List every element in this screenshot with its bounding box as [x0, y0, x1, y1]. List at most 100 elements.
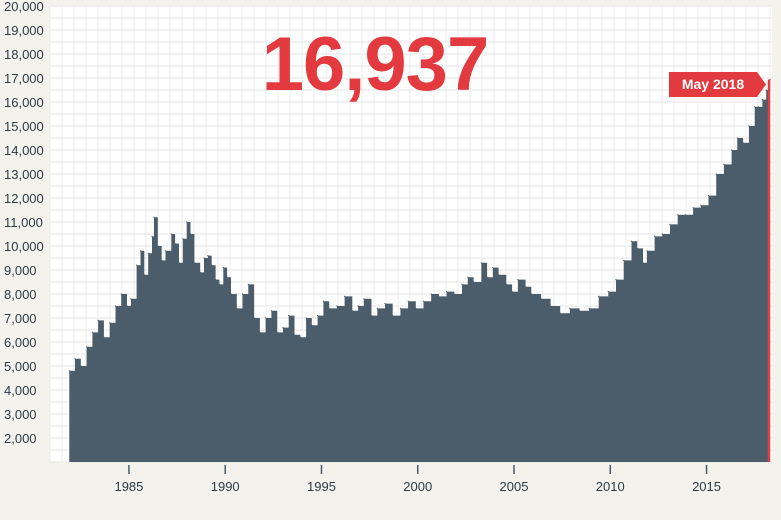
data-point	[215, 279, 217, 281]
data-point	[174, 243, 176, 245]
data-point	[199, 271, 201, 273]
data-point	[559, 312, 561, 314]
x-tick-label: 2010	[596, 479, 625, 494]
data-point	[399, 307, 401, 309]
data-point	[467, 276, 469, 278]
y-tick-label: 4,000	[4, 383, 37, 398]
y-tick-label: 3,000	[4, 407, 37, 422]
series-area	[69, 79, 771, 462]
data-point	[370, 315, 373, 317]
data-point	[765, 89, 767, 91]
data-point	[317, 315, 319, 317]
data-point	[91, 331, 93, 333]
y-tick-label: 8,000	[4, 287, 37, 302]
x-tick-label: 1985	[114, 479, 143, 494]
y-tick-label: 14,000	[4, 143, 44, 158]
data-point	[311, 324, 313, 326]
data-point	[276, 331, 278, 333]
data-point	[486, 276, 488, 278]
data-point	[253, 317, 255, 319]
x-tick-label: 1995	[307, 479, 336, 494]
data-point	[392, 315, 394, 317]
data-point	[143, 274, 145, 276]
data-point	[157, 245, 159, 247]
data-point	[731, 149, 733, 151]
data-point	[700, 204, 702, 206]
data-point	[153, 216, 155, 218]
data-point	[193, 262, 195, 264]
data-point	[147, 252, 149, 254]
data-point	[715, 173, 717, 175]
data-point	[754, 106, 756, 108]
data-point	[270, 310, 272, 312]
data-point	[684, 214, 687, 216]
data-point	[376, 307, 378, 309]
y-tick-label: 11,000	[4, 215, 43, 230]
data-point	[97, 319, 99, 321]
data-point	[164, 250, 167, 252]
x-axis: 1985 1990 1995 2000 2005 2010 2015	[114, 465, 721, 494]
data-point	[511, 291, 513, 293]
data-point	[540, 298, 542, 300]
data-point	[748, 125, 750, 127]
data-point	[139, 250, 142, 252]
data-point	[438, 295, 440, 297]
data-point	[120, 293, 122, 295]
data-point	[669, 223, 671, 225]
data-point	[114, 305, 117, 307]
data-point	[630, 240, 633, 242]
data-point	[505, 283, 507, 285]
data-point	[453, 293, 455, 295]
y-tick-label: 12,000	[4, 191, 44, 206]
y-tick-label: 16,000	[4, 95, 44, 110]
data-point	[322, 300, 324, 302]
data-point	[259, 331, 261, 333]
data-point	[723, 163, 725, 165]
data-point	[615, 279, 617, 281]
data-point	[407, 300, 409, 302]
data-point	[136, 264, 138, 266]
x-tick-label: 2000	[403, 479, 432, 494]
data-point	[598, 295, 600, 297]
x-tick-label: 2005	[500, 479, 529, 494]
end-date-flag: May 2018	[669, 72, 766, 97]
data-point	[588, 307, 590, 309]
data-point	[109, 322, 111, 324]
data-point	[288, 315, 290, 317]
x-tick-label: 1990	[211, 479, 240, 494]
data-point	[265, 317, 267, 319]
data-point	[211, 264, 213, 266]
data-point	[742, 142, 744, 144]
data-point	[130, 298, 132, 300]
data-point	[530, 293, 532, 295]
data-point	[74, 358, 76, 360]
data-point	[126, 305, 128, 307]
data-point	[328, 307, 330, 309]
data-point	[646, 250, 648, 252]
end-date-label: May 2018	[682, 76, 744, 92]
data-point	[692, 207, 694, 209]
data-point	[517, 279, 519, 281]
data-point	[363, 298, 365, 300]
data-point	[607, 291, 609, 293]
data-point	[550, 305, 552, 307]
headline-value: 16,937	[262, 22, 488, 107]
data-point	[357, 305, 359, 307]
data-point	[473, 281, 475, 283]
y-tick-label: 6,000	[4, 335, 37, 350]
data-point	[351, 310, 353, 312]
x-tick-label: 2015	[692, 479, 721, 494]
end-date-flag-box	[669, 72, 757, 97]
data-point	[654, 235, 656, 237]
data-point	[86, 346, 88, 348]
y-tick-label: 15,000	[4, 119, 44, 134]
data-point	[230, 293, 232, 295]
data-point	[186, 221, 188, 223]
y-tick-label: 5,000	[4, 359, 37, 374]
data-point	[525, 286, 527, 288]
data-point	[415, 307, 417, 309]
y-tick-label: 20,000	[4, 0, 44, 14]
data-point	[222, 267, 224, 269]
area-series	[68, 78, 771, 462]
